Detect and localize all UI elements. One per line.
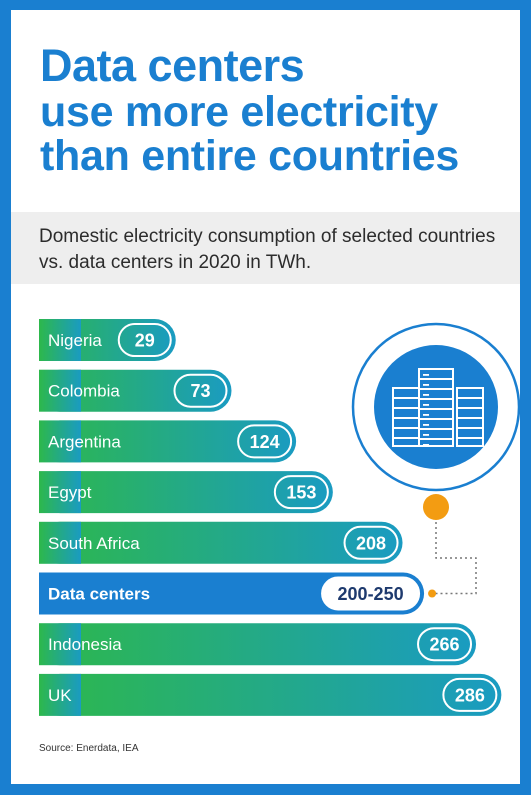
source-note: Source: Enerdata, IEA <box>39 743 139 754</box>
title-line-2: use more electricity <box>40 88 438 136</box>
bar-left-edge <box>39 521 81 564</box>
value-pill <box>237 424 293 459</box>
rack-lights <box>423 374 429 446</box>
rack-light <box>423 444 429 446</box>
rack-light <box>423 404 429 406</box>
bar-row-indonesia: Indonesia 266 <box>39 623 477 666</box>
category-label: Egypt <box>48 483 92 502</box>
bar-indonesia <box>39 623 477 666</box>
bar-left-edge <box>39 420 81 463</box>
rack-light <box>423 374 429 376</box>
infographic-card: Data centers use more electricity than e… <box>11 10 520 784</box>
icon-ring <box>351 322 520 492</box>
bar-row-uk: UK 286 <box>39 673 502 716</box>
rack-light <box>423 384 429 386</box>
bar-row-colombia: Colombia 73 <box>39 369 232 412</box>
value-pill <box>343 525 399 560</box>
bar-left-edge <box>39 673 81 716</box>
value-label: 286 <box>455 685 485 705</box>
category-label: Indonesia <box>48 635 122 654</box>
bar-colombia <box>39 369 232 412</box>
bar-row-south-africa: South Africa 208 <box>39 521 403 564</box>
bar-left-edge <box>39 572 81 615</box>
category-label: Argentina <box>48 432 121 451</box>
value-pill <box>173 373 228 408</box>
bar-south-africa <box>39 521 403 564</box>
bar-left-edge <box>39 319 81 361</box>
server-racks-icon <box>392 368 484 447</box>
data-center-decor <box>351 322 520 598</box>
value-label: 29 <box>135 331 155 351</box>
bar-row-argentina: Argentina 124 <box>39 420 297 463</box>
bar-uk <box>39 673 502 716</box>
rack-outline <box>418 368 454 447</box>
connector-node <box>423 494 449 520</box>
value-pill <box>321 576 421 611</box>
category-label: Data centers <box>48 585 150 604</box>
bar-left-edge <box>39 623 81 666</box>
bar-chart: Nigeria 29 Colombia 73 Argentina 124 Egypt 153 S… <box>39 319 520 716</box>
bar-argentina <box>39 420 297 463</box>
subtitle: Domestic electricity consumption of sele… <box>39 226 496 273</box>
rack-light <box>423 434 429 436</box>
category-label: UK <box>48 686 72 705</box>
value-pill <box>273 475 329 510</box>
rack-light <box>423 414 429 416</box>
value-pill <box>417 627 473 662</box>
bar-left-edge <box>39 369 81 412</box>
bar-left-edge <box>39 471 81 514</box>
connector-end-dot <box>428 589 437 598</box>
connector-line <box>435 522 477 595</box>
rack-light <box>423 424 429 426</box>
value-label: 208 <box>356 533 386 553</box>
value-label: 200-250 <box>338 584 404 604</box>
title-line-3: than entire countries <box>40 132 459 180</box>
rack-light <box>423 394 429 396</box>
subtitle-band: Domestic electricity consumption of sele… <box>11 212 520 284</box>
value-pill <box>442 677 498 712</box>
bar-row-egypt: Egypt 153 <box>39 471 333 514</box>
bar-row-data-centers: Data centers 200-250 <box>39 572 425 615</box>
category-label: South Africa <box>48 534 140 553</box>
bar-egypt <box>39 471 333 514</box>
title: Data centers use more electricity than e… <box>40 40 459 180</box>
value-label: 124 <box>250 432 280 452</box>
title-line-1: Data centers <box>40 40 305 91</box>
category-label: Nigeria <box>48 331 102 350</box>
value-label: 266 <box>429 635 459 655</box>
value-pill <box>117 323 172 357</box>
value-label: 153 <box>286 483 316 503</box>
category-label: Colombia <box>48 382 120 401</box>
bar-row-nigeria: Nigeria 29 <box>39 319 176 361</box>
value-label: 73 <box>190 381 210 401</box>
bars-group: Nigeria 29 Colombia 73 Argentina 124 Egypt 153 S… <box>39 319 502 716</box>
